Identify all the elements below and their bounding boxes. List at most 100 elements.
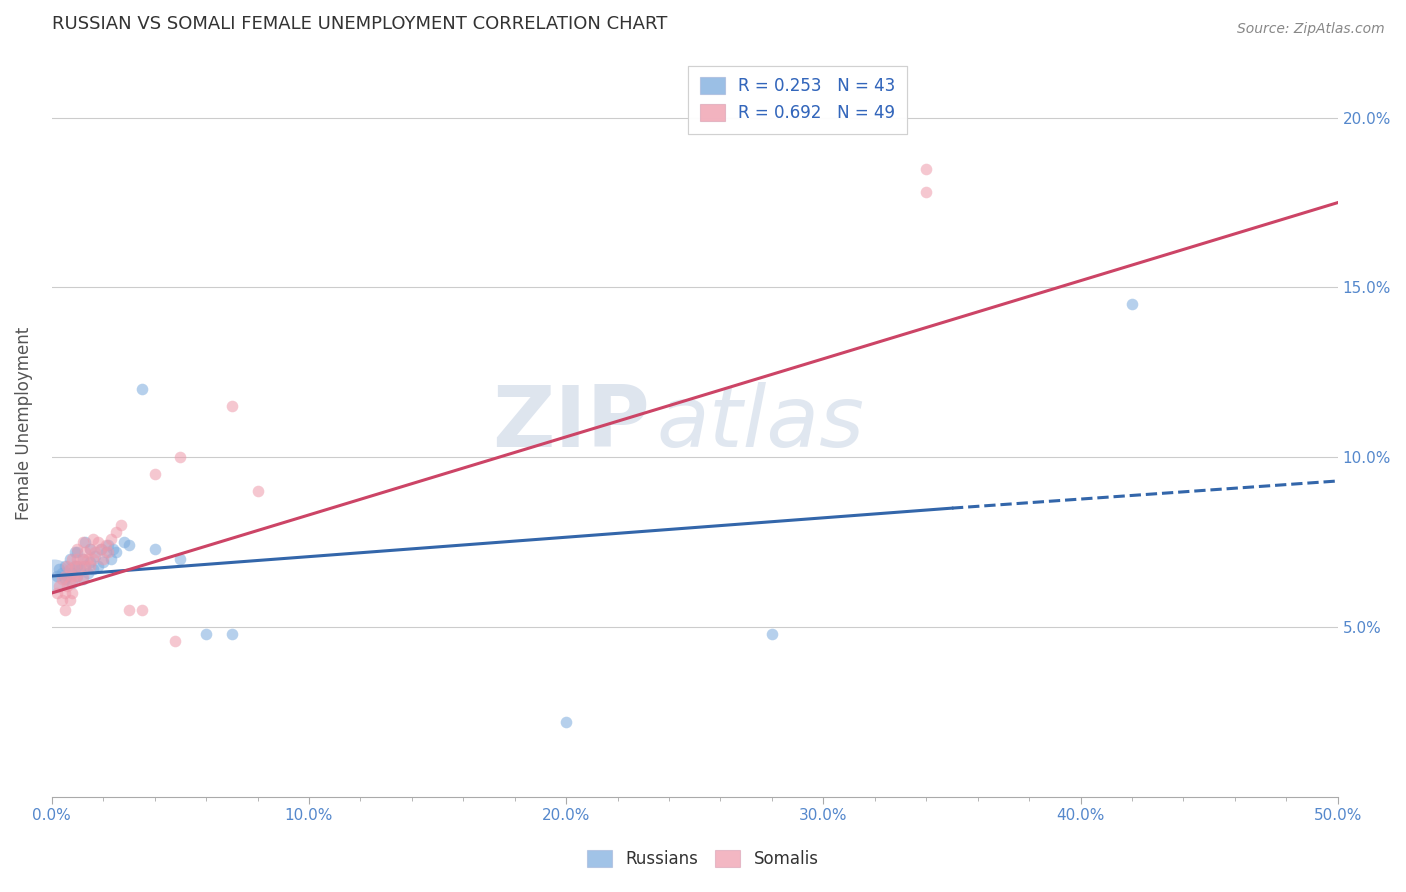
Point <box>82 532 104 546</box>
Point <box>66 569 89 583</box>
Legend: R = 0.253   N = 43, R = 0.692   N = 49: R = 0.253 N = 43, R = 0.692 N = 49 <box>688 66 907 134</box>
Point <box>82 552 104 566</box>
Point <box>66 541 89 556</box>
Point <box>100 532 122 546</box>
Point <box>91 552 114 566</box>
Point <box>56 569 79 583</box>
Point <box>53 569 76 583</box>
Point <box>75 558 97 573</box>
Point <box>63 558 86 573</box>
Point <box>66 569 89 583</box>
Point <box>169 450 191 465</box>
Point <box>90 541 112 556</box>
Point <box>63 573 86 587</box>
Point <box>131 603 153 617</box>
Point <box>84 549 107 563</box>
Point <box>44 569 66 583</box>
Point <box>63 545 86 559</box>
Point <box>246 484 269 499</box>
Point <box>87 558 110 573</box>
Point <box>56 558 79 573</box>
Point <box>169 552 191 566</box>
Point <box>90 541 112 556</box>
Y-axis label: Female Unemployment: Female Unemployment <box>15 326 32 520</box>
Point <box>59 552 82 566</box>
Point <box>105 524 128 539</box>
Point <box>53 586 76 600</box>
Point <box>59 592 82 607</box>
Point <box>59 562 82 576</box>
Text: atlas: atlas <box>657 382 865 465</box>
Point <box>60 552 83 566</box>
Point <box>915 186 938 200</box>
Point <box>82 562 104 576</box>
Point <box>87 535 110 549</box>
Point <box>72 535 94 549</box>
Point <box>48 562 70 576</box>
Point <box>79 541 101 556</box>
Point <box>48 579 70 593</box>
Point <box>60 586 83 600</box>
Point <box>79 556 101 570</box>
Point <box>79 541 101 556</box>
Point <box>112 535 135 549</box>
Point <box>1121 297 1143 311</box>
Point <box>915 161 938 176</box>
Point <box>51 573 73 587</box>
Point <box>51 592 73 607</box>
Point <box>72 552 94 566</box>
Point <box>59 562 82 576</box>
Point <box>195 626 218 640</box>
Point <box>97 539 120 553</box>
Point <box>97 545 120 559</box>
Point <box>76 566 98 580</box>
Point <box>75 545 97 559</box>
Point <box>66 545 89 559</box>
Point <box>143 541 166 556</box>
Legend: Russians, Somalis: Russians, Somalis <box>581 843 825 875</box>
Point <box>165 633 187 648</box>
Point <box>60 566 83 580</box>
Point <box>76 552 98 566</box>
Point <box>53 573 76 587</box>
Point <box>45 569 67 583</box>
Point <box>56 579 79 593</box>
Point <box>75 535 97 549</box>
Point <box>79 558 101 573</box>
Point <box>69 558 91 573</box>
Point <box>221 626 243 640</box>
Point <box>63 558 86 573</box>
Point <box>94 539 117 553</box>
Point <box>60 575 83 590</box>
Point <box>53 603 76 617</box>
Text: RUSSIAN VS SOMALI FEMALE UNEMPLOYMENT CORRELATION CHART: RUSSIAN VS SOMALI FEMALE UNEMPLOYMENT CO… <box>52 15 666 33</box>
Point <box>143 467 166 482</box>
Point <box>118 539 141 553</box>
Point <box>45 586 67 600</box>
Point <box>72 573 94 587</box>
Point <box>53 558 76 573</box>
Point <box>131 382 153 396</box>
Point <box>66 558 89 573</box>
Point <box>221 399 243 413</box>
Point <box>105 545 128 559</box>
Text: Source: ZipAtlas.com: Source: ZipAtlas.com <box>1237 22 1385 37</box>
Point <box>72 552 94 566</box>
Point <box>59 575 82 590</box>
Point <box>100 552 122 566</box>
Point <box>66 552 89 566</box>
Point <box>103 541 125 556</box>
Point <box>94 545 117 559</box>
Point <box>60 569 83 583</box>
Point <box>75 558 97 573</box>
Point <box>91 556 114 570</box>
Point <box>555 714 578 729</box>
Point <box>110 518 132 533</box>
Point <box>118 603 141 617</box>
Text: ZIP: ZIP <box>492 382 650 465</box>
Point <box>72 569 94 583</box>
Point <box>51 566 73 580</box>
Point <box>84 545 107 559</box>
Point <box>761 626 783 640</box>
Point <box>69 562 91 576</box>
